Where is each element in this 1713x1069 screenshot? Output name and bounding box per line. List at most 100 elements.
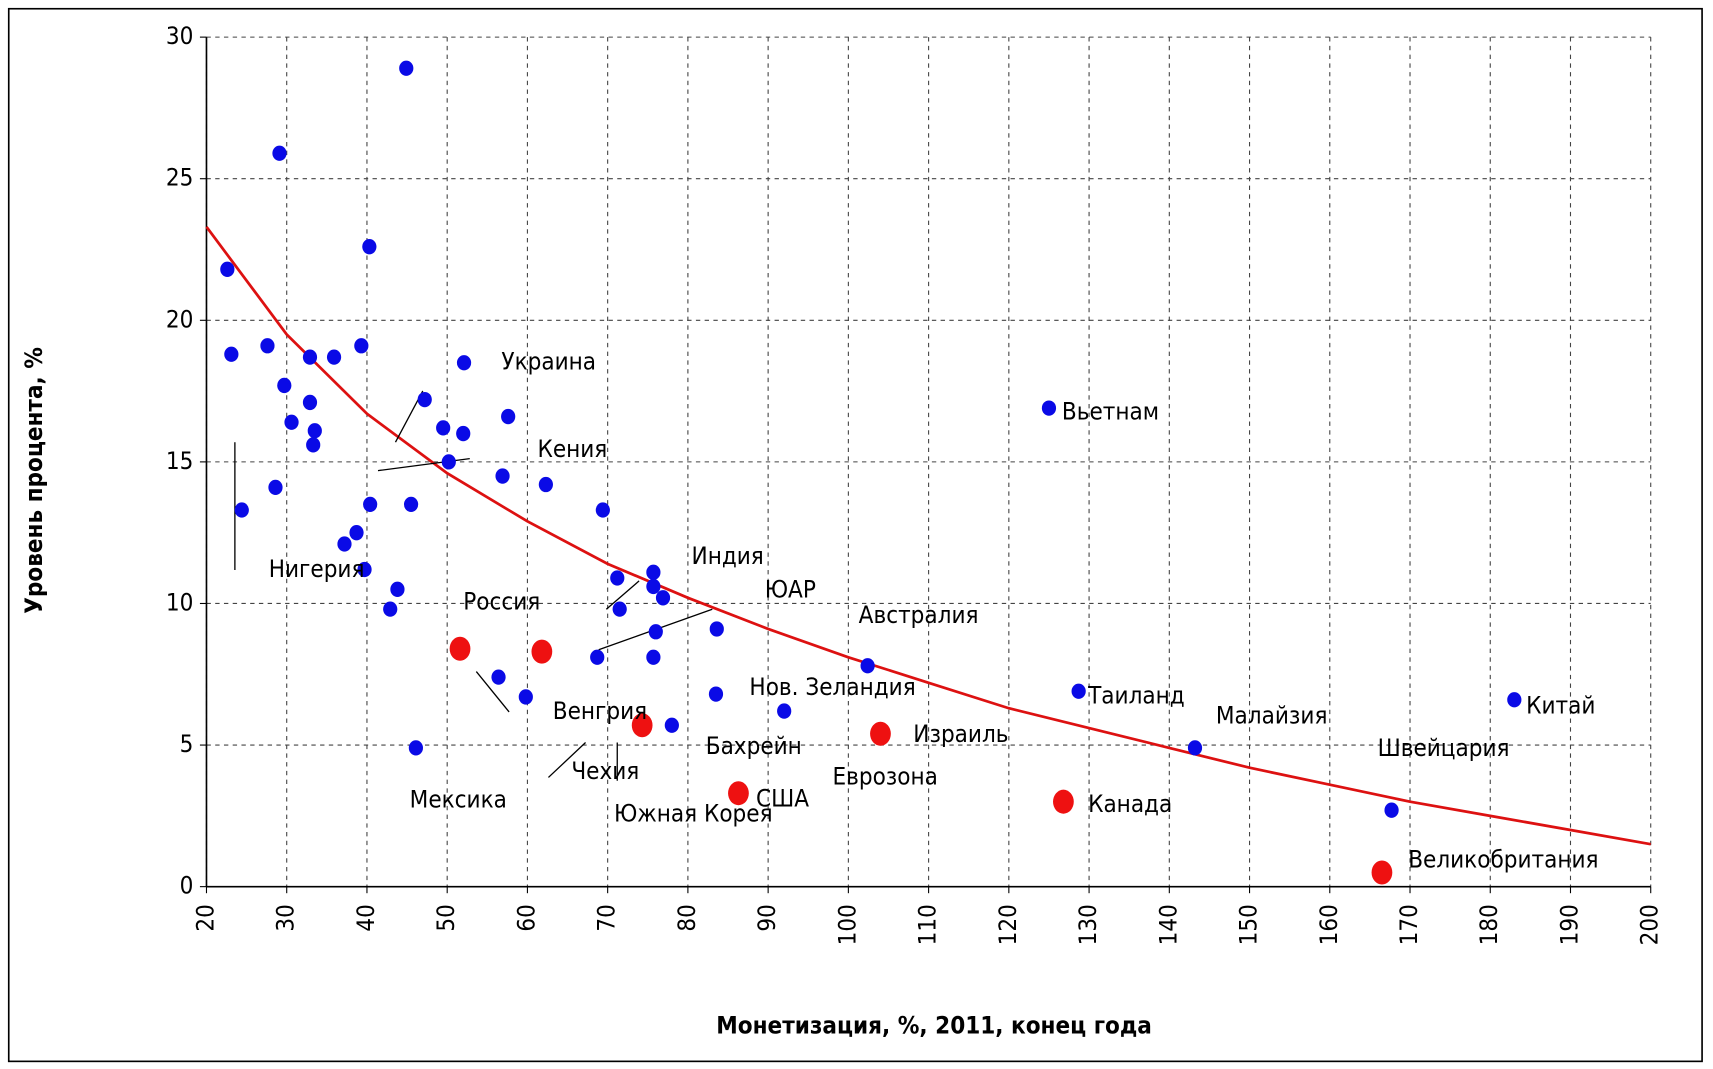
- annotation: Вьетнам: [1062, 398, 1159, 426]
- point: [646, 578, 661, 595]
- annotation: Кения: [537, 435, 607, 463]
- annotation: Бахрейн: [706, 732, 802, 760]
- big-point: [870, 721, 891, 746]
- x-tick-label: 50: [432, 904, 460, 931]
- leader-line: [377, 457, 470, 472]
- annotation: Малайзия: [1216, 701, 1328, 729]
- point: [610, 570, 625, 586]
- point: [1507, 692, 1522, 708]
- point: [491, 669, 506, 685]
- annotation: Австралия: [859, 601, 979, 629]
- point: [612, 601, 627, 617]
- point: [307, 423, 322, 439]
- y-tick-label: 5: [180, 730, 194, 758]
- point: [390, 581, 405, 597]
- annotation: США: [756, 784, 809, 812]
- x-tick-label: 160: [1315, 904, 1343, 945]
- point: [349, 525, 364, 541]
- point: [284, 414, 299, 430]
- point: [357, 561, 372, 578]
- point: [234, 502, 249, 518]
- annotation: Нов. Зеландия: [749, 673, 915, 701]
- x-tick-label: 110: [914, 904, 942, 945]
- point: [595, 502, 610, 518]
- point: [362, 239, 377, 255]
- point: [501, 408, 516, 425]
- point: [538, 476, 553, 493]
- x-tick-label: 100: [833, 904, 861, 945]
- point: [302, 349, 318, 365]
- point: [1187, 740, 1203, 756]
- annotation: Швейцария: [1378, 734, 1510, 762]
- point: [326, 349, 342, 365]
- x-tick-label: 80: [673, 904, 701, 931]
- point: [1041, 400, 1057, 416]
- y-tick-label: 20: [166, 305, 194, 333]
- big-point: [1053, 789, 1074, 814]
- point: [590, 649, 605, 665]
- annotation: ЮАР: [765, 576, 816, 604]
- annotation: Таиланд: [1087, 682, 1185, 710]
- x-tick-label: 150: [1235, 904, 1263, 945]
- x-tick-label: 200: [1636, 904, 1664, 945]
- x-tick-label: 190: [1555, 904, 1583, 945]
- point: [272, 145, 287, 161]
- big-point: [1371, 860, 1393, 885]
- y-tick-label: 10: [166, 588, 194, 616]
- annotation: Канада: [1088, 790, 1172, 818]
- point: [648, 624, 663, 640]
- point: [456, 425, 471, 442]
- leader-line: [547, 742, 587, 778]
- annotation: Китай: [1526, 691, 1595, 719]
- x-tick-label: 120: [994, 904, 1022, 945]
- y-tick-label: 15: [166, 447, 194, 475]
- point: [1071, 683, 1086, 699]
- x-tick-label: 180: [1475, 904, 1503, 945]
- annotation: Южная Корея: [614, 800, 773, 828]
- y-tick-label: 0: [180, 872, 194, 900]
- point: [302, 394, 318, 411]
- point: [277, 377, 292, 394]
- x-tick-label: 60: [512, 904, 540, 931]
- point: [408, 740, 423, 756]
- point: [337, 536, 352, 552]
- trend-line: [205, 226, 1651, 846]
- point: [399, 60, 414, 76]
- big-point: [531, 639, 553, 664]
- y-axis-title: Уровень процента, %: [20, 347, 48, 614]
- point: [860, 658, 875, 674]
- annotation: Россия: [463, 588, 540, 616]
- leader-line: [605, 580, 640, 610]
- annotation: Украина: [501, 348, 596, 376]
- big-point: [728, 781, 749, 806]
- point: [1384, 802, 1399, 818]
- x-tick-label: 70: [593, 904, 621, 931]
- big-point: [449, 636, 471, 661]
- big-point: [631, 713, 653, 738]
- point: [383, 601, 398, 617]
- point: [224, 346, 239, 362]
- x-tick-label: 130: [1074, 904, 1102, 945]
- point: [495, 468, 510, 484]
- x-axis-title: Монетизация, %, 2011, конец года: [716, 1011, 1152, 1039]
- point: [403, 496, 419, 513]
- point: [646, 649, 661, 665]
- x-tick-label: 30: [272, 904, 300, 931]
- frame: [7, 7, 1703, 1063]
- point: [363, 496, 378, 513]
- point: [260, 338, 275, 354]
- x-tick-label: 90: [753, 904, 781, 931]
- point: [268, 479, 283, 496]
- annotation: Венгрия: [553, 697, 647, 725]
- annotation: Еврозона: [832, 762, 937, 790]
- annotation: Индия: [692, 542, 764, 570]
- point: [777, 703, 792, 719]
- x-tick-label: 20: [191, 904, 219, 931]
- y-tick-label: 25: [166, 164, 194, 192]
- annotation: Израиль: [913, 720, 1008, 748]
- point: [709, 621, 724, 637]
- annotation: Мексика: [410, 785, 507, 813]
- point: [664, 717, 679, 733]
- x-tick-label: 170: [1395, 904, 1423, 945]
